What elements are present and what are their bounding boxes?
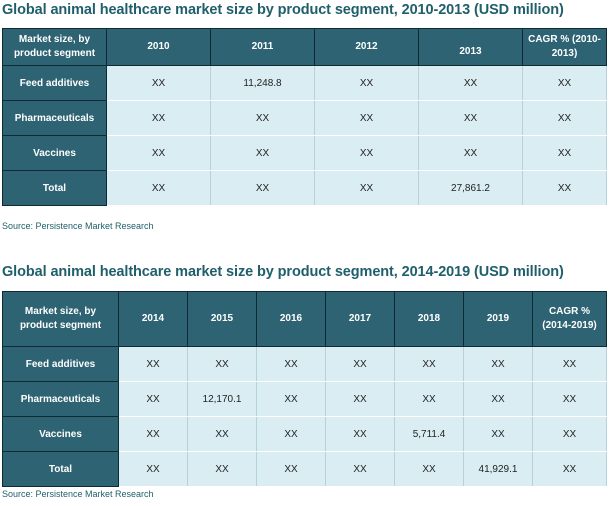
table-cell: XX (210, 100, 315, 136)
table-cell: XX (118, 451, 188, 487)
table2-title: Global animal healthcare market size by … (2, 264, 564, 280)
table-cell: XX (394, 451, 464, 487)
table-cell: XX (314, 135, 419, 171)
column-header: 2015 (187, 291, 257, 347)
table-cell: XX (522, 170, 607, 206)
row-label: Pharmaceuticals (2, 381, 119, 417)
table-cell: XX (187, 416, 257, 452)
column-header: 2018 (394, 291, 464, 347)
table-cell: 5,711.4 (394, 416, 464, 452)
table-row: Vaccines XX XX XX XX XX (2, 135, 607, 171)
table-row-total: Total XX XX XX XX XX 41,929.1 XX (2, 451, 607, 487)
table-row: Vaccines XX XX XX XX 5,711.4 XX XX (2, 416, 607, 452)
column-header-cagr: CAGR % (2014-2019) (532, 291, 607, 347)
table-cell: 11,248.8 (210, 65, 315, 101)
table-cell: XX (522, 135, 607, 171)
table-cell: XX (256, 346, 326, 382)
table-cell: XX (106, 65, 211, 101)
table-cell: XX (256, 416, 326, 452)
table-cell: XX (314, 170, 419, 206)
table-cell: XX (256, 451, 326, 487)
row-label: Vaccines (2, 416, 119, 452)
table-cell: XX (210, 135, 315, 171)
table-cell: XX (522, 65, 607, 101)
table-cell: XX (532, 381, 607, 417)
row-label: Feed additives (2, 346, 119, 382)
table-row: Pharmaceuticals XX 12,170.1 XX XX XX XX … (2, 381, 607, 417)
table-cell: XX (463, 416, 533, 452)
table-row-total: Total XX XX XX 27,861.2 XX (2, 170, 607, 206)
table-cell: XX (522, 100, 607, 136)
row-label: Pharmaceuticals (2, 100, 107, 136)
table-cell: XX (106, 100, 211, 136)
row-label: Feed additives (2, 65, 107, 101)
table-cell: XX (463, 346, 533, 382)
table-cell: XX (256, 381, 326, 417)
table-cell: XX (106, 135, 211, 171)
table-cell: XX (106, 170, 211, 206)
table-cell: XX (532, 346, 607, 382)
row-label: Vaccines (2, 135, 107, 171)
row-label: Total (2, 451, 119, 487)
table-cell: XX (210, 170, 315, 206)
column-header: 2010 (106, 28, 211, 66)
table-row: Feed additives XX XX XX XX XX XX XX (2, 346, 607, 382)
table-cell: XX (118, 416, 188, 452)
table-cell: XX (463, 381, 533, 417)
table1-source: Source: Persistence Market Research (2, 221, 154, 231)
market-size-table-2014-2019: Market size, by product segment 2014 201… (2, 291, 607, 487)
table-cell: XX (418, 135, 523, 171)
column-header: 2016 (256, 291, 326, 347)
market-size-table-2010-2013: Market size, by product segment 2010 201… (2, 28, 607, 206)
column-header: 2013 (418, 28, 523, 66)
table-cell: XX (325, 381, 395, 417)
table-row: Pharmaceuticals XX XX XX XX XX (2, 100, 607, 136)
table-cell: XX (118, 346, 188, 382)
table-cell: XX (418, 100, 523, 136)
column-header-cagr: CAGR % (2010-2013) (522, 28, 607, 66)
table-cell: XX (532, 451, 607, 487)
row-label: Total (2, 170, 107, 206)
table-cell: XX (394, 346, 464, 382)
table-row: Feed additives XX 11,248.8 XX XX XX (2, 65, 607, 101)
header-segment-label: Market size, by product segment (2, 28, 107, 66)
table-cell: XX (532, 416, 607, 452)
table-cell: XX (118, 381, 188, 417)
column-header: 2019 (463, 291, 533, 347)
header-segment-label: Market size, by product segment (2, 291, 119, 347)
table-cell: XX (314, 65, 419, 101)
table-cell: XX (314, 100, 419, 136)
table-cell: 41,929.1 (463, 451, 533, 487)
table1-title: Global animal healthcare market size by … (2, 2, 564, 18)
table-cell: XX (325, 416, 395, 452)
table-header-row: Market size, by product segment 2014 201… (2, 291, 607, 347)
table-cell: XX (418, 65, 523, 101)
column-header: 2011 (210, 28, 315, 66)
table2-source: Source: Persistence Market Research (2, 489, 154, 499)
table-cell: 27,861.2 (418, 170, 523, 206)
table-cell: XX (325, 346, 395, 382)
table-cell: XX (187, 346, 257, 382)
table-header-row: Market size, by product segment 2010 201… (2, 28, 607, 66)
table-cell: XX (394, 381, 464, 417)
column-header: 2017 (325, 291, 395, 347)
table-cell: XX (325, 451, 395, 487)
table-cell: 12,170.1 (187, 381, 257, 417)
column-header: 2012 (314, 28, 419, 66)
column-header: 2014 (118, 291, 188, 347)
table-cell: XX (187, 451, 257, 487)
